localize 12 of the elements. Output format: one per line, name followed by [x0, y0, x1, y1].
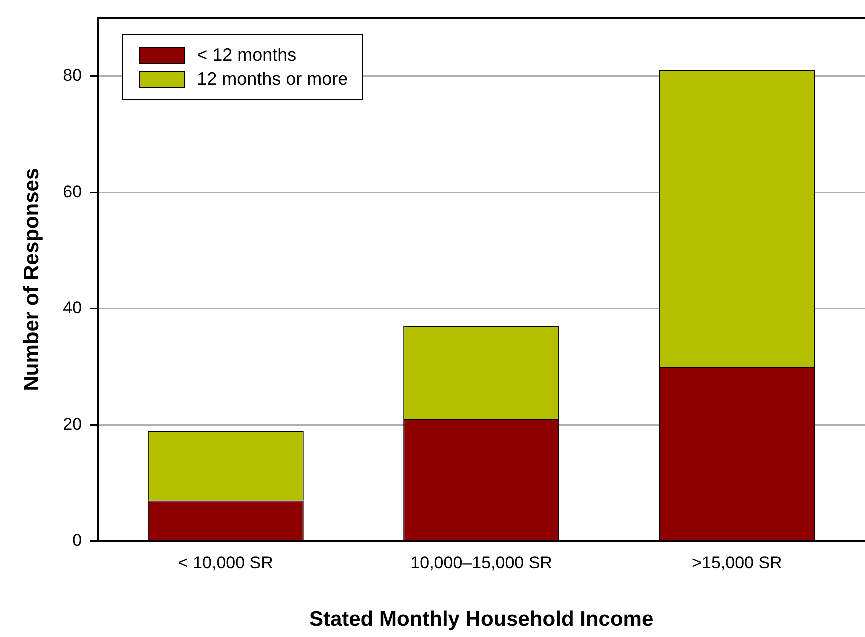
x-tick-label: >15,000 SR — [692, 553, 782, 572]
y-tick-label: 60 — [63, 182, 82, 202]
y-axis-title: Number of Responses — [20, 168, 44, 392]
legend-label: 12 months or more — [197, 68, 348, 90]
y-tick-label: 20 — [63, 414, 82, 434]
y-tick-label: 40 — [63, 298, 82, 318]
x-axis-title: Stated Monthly Household Income — [309, 608, 654, 632]
x-tick-label: < 10,000 SR — [178, 553, 274, 572]
x-tick-label: 10,000–15,000 SR — [410, 553, 552, 572]
y-tick-label: 0 — [72, 531, 82, 550]
y-tick-label: 80 — [63, 66, 82, 86]
legend-label: < 12 months — [197, 44, 297, 66]
